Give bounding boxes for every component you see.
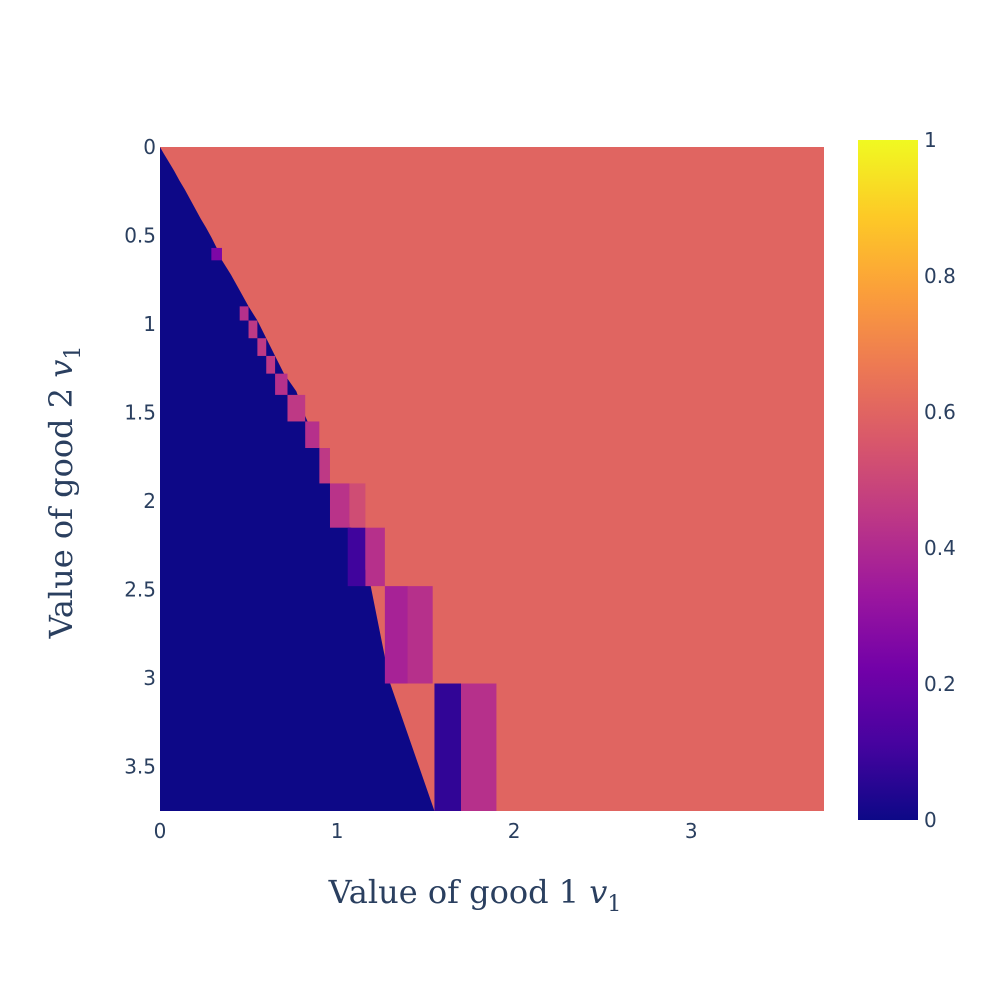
colorbar xyxy=(858,140,918,820)
heatmap-cell xyxy=(384,586,408,684)
heatmap-cell xyxy=(248,320,258,339)
heatmap-cell xyxy=(347,527,366,587)
heatmap-cell xyxy=(319,448,330,484)
y-tick-label: 2 xyxy=(143,489,156,513)
y-axis-title: Value of good 2 v1 xyxy=(42,346,86,640)
heatmap-cell xyxy=(349,483,366,528)
heatmap-cell xyxy=(257,338,267,356)
colorbar-tick-label: 0.6 xyxy=(924,400,956,424)
x-axis-ticks: 0 1 2 3 xyxy=(154,819,698,843)
heatmap-cell xyxy=(434,683,462,811)
heatmap-cell xyxy=(305,421,320,449)
x-tick-label: 1 xyxy=(331,819,344,843)
colorbar-tick-label: 0.8 xyxy=(924,264,956,288)
colorbar-tick-label: 0.4 xyxy=(924,536,956,560)
colorbar-tick-label: 1 xyxy=(924,128,937,152)
x-tick-label: 0 xyxy=(154,819,167,843)
heatmap-cell xyxy=(211,247,222,261)
heatmap-cell xyxy=(239,306,249,321)
y-tick-label: 1 xyxy=(143,312,156,336)
heatmap-cell xyxy=(407,586,433,684)
y-tick-label: 2.5 xyxy=(124,578,156,602)
heatmap-cell xyxy=(275,373,288,395)
y-tick-label: 3 xyxy=(143,666,156,690)
y-tick-label: 1.5 xyxy=(124,401,156,425)
x-tick-label: 3 xyxy=(685,819,698,843)
x-axis-title: Value of good 1 v1 xyxy=(328,873,622,917)
y-tick-label: 0.5 xyxy=(124,224,156,248)
heatmap-cell xyxy=(329,483,350,528)
heatmap-cell xyxy=(266,355,276,374)
heatmap-low-region xyxy=(160,147,435,811)
heatmap-cell xyxy=(461,683,497,811)
colorbar-tick-label: 0 xyxy=(924,808,937,832)
colorbar-tick-label: 0.2 xyxy=(924,672,956,696)
y-tick-label: 0 xyxy=(143,135,156,159)
y-axis-ticks: 0 0.5 1 1.5 2 2.5 3 3.5 xyxy=(124,135,156,779)
heatmap-cell xyxy=(365,527,385,587)
heatmap-cell xyxy=(287,394,306,422)
x-tick-label: 2 xyxy=(508,819,521,843)
y-tick-label: 3.5 xyxy=(124,755,156,779)
colorbar-ticks: 0 0.2 0.4 0.6 0.8 1 xyxy=(924,128,956,832)
plot-area xyxy=(160,147,824,811)
